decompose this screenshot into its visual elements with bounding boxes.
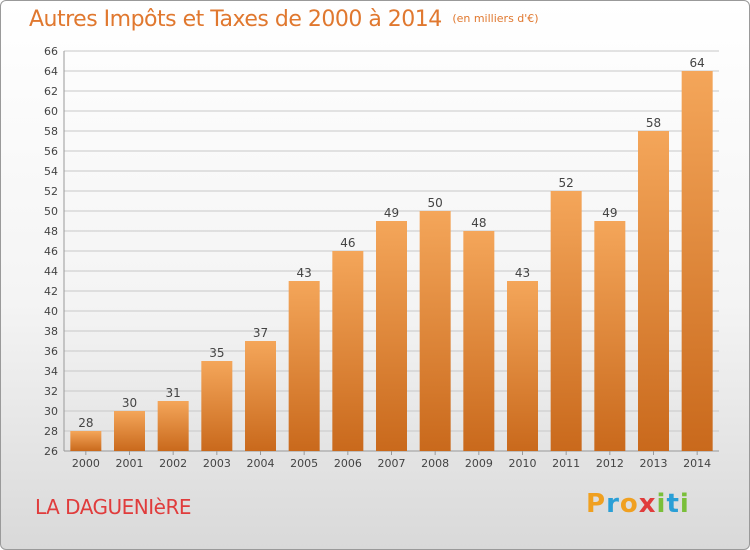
bar [638, 131, 669, 451]
data-label: 58 [646, 116, 661, 130]
bar [114, 411, 145, 451]
bar [681, 71, 713, 451]
y-tick-label: 50 [44, 205, 58, 218]
y-tick-label: 30 [44, 405, 58, 418]
data-label: 46 [340, 236, 355, 250]
x-tick-label: 2013 [640, 457, 668, 470]
bar [332, 251, 364, 451]
y-tick-label: 32 [44, 385, 58, 398]
data-label: 48 [471, 216, 486, 230]
x-tick-label: 2002 [159, 457, 187, 470]
x-tick-label: 2009 [465, 457, 493, 470]
x-tick-label: 2001 [116, 457, 144, 470]
y-tick-label: 28 [44, 425, 58, 438]
x-tick-label: 2006 [334, 457, 362, 470]
y-tick-label: 38 [44, 325, 58, 338]
bar [201, 361, 233, 451]
x-tick-label: 2011 [552, 457, 580, 470]
y-tick-label: 52 [44, 185, 58, 198]
proxiti-logo: Proxiti [586, 489, 690, 519]
data-label: 64 [690, 56, 705, 70]
x-tick-label: 2003 [203, 457, 231, 470]
y-tick-label: 64 [44, 65, 58, 78]
y-tick-label: 56 [44, 145, 58, 158]
data-label: 49 [602, 206, 617, 220]
data-label: 50 [428, 196, 443, 210]
y-tick-label: 62 [44, 85, 58, 98]
data-label: 49 [384, 206, 399, 220]
data-label: 28 [78, 416, 93, 430]
bar [376, 221, 407, 451]
x-tick-label: 2008 [421, 457, 449, 470]
x-tick-label: 2004 [247, 457, 275, 470]
bar [419, 211, 451, 451]
x-tick-label: 2014 [683, 457, 711, 470]
bar [463, 231, 495, 451]
y-tick-label: 44 [44, 265, 58, 278]
bar [550, 191, 582, 451]
bar [245, 341, 276, 451]
y-tick-label: 34 [44, 365, 58, 378]
bar [157, 401, 189, 451]
data-label: 52 [559, 176, 574, 190]
bar [70, 431, 102, 451]
data-label: 43 [515, 266, 530, 280]
y-tick-label: 54 [44, 165, 58, 178]
data-label: 31 [166, 386, 181, 400]
y-tick-label: 66 [44, 45, 58, 58]
y-tick-label: 46 [44, 245, 58, 258]
x-tick-label: 2007 [378, 457, 406, 470]
chart-unit: (en milliers d'€) [452, 12, 539, 25]
x-tick-label: 2012 [596, 457, 624, 470]
data-label: 35 [209, 346, 224, 360]
x-tick-label: 2010 [509, 457, 537, 470]
y-tick-label: 42 [44, 285, 58, 298]
chart-title: Autres Impôts et Taxes de 2000 à 2014 (e… [29, 7, 539, 32]
y-tick-label: 58 [44, 125, 58, 138]
chart-title-text: Autres Impôts et Taxes de 2000 à 2014 [29, 7, 442, 32]
y-tick-label: 40 [44, 305, 58, 318]
y-tick-label: 60 [44, 105, 58, 118]
bar [288, 281, 320, 451]
y-tick-label: 48 [44, 225, 58, 238]
data-label: 30 [122, 396, 137, 410]
y-tick-label: 36 [44, 345, 58, 358]
data-label: 43 [297, 266, 312, 280]
x-tick-label: 2005 [290, 457, 318, 470]
commune-name: LA DAGUENIèRE [35, 495, 192, 519]
x-tick-label: 2000 [72, 457, 100, 470]
bar [507, 281, 538, 451]
data-label: 37 [253, 326, 268, 340]
y-tick-label: 26 [44, 445, 58, 458]
bar [594, 221, 626, 451]
